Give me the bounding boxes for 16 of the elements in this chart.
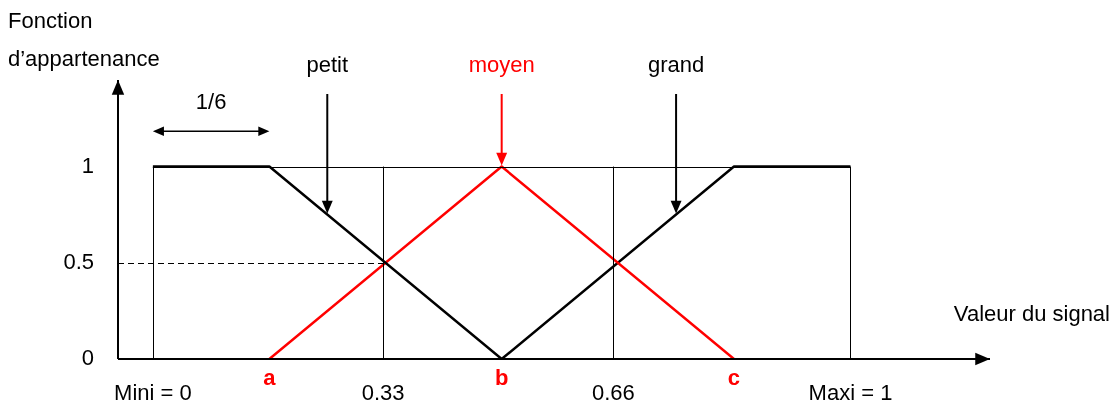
y-tick-label: 0 (81, 345, 94, 371)
annotation: b (494, 365, 509, 391)
y-axis-title: Fonction d’appartenance (8, 8, 160, 72)
text: moyen (468, 52, 535, 78)
annotation: a (263, 365, 277, 391)
annotation: c (727, 365, 741, 391)
text: grand (647, 52, 705, 78)
x-tick-label: Maxi = 1 (808, 380, 893, 406)
annotation: 1/6 (195, 89, 227, 115)
x-tick-label: 0.66 (591, 380, 635, 406)
x-axis-title: Valeur du signal (953, 301, 1110, 327)
text: petit (306, 52, 349, 78)
x-tick-label: 0.33 (361, 380, 405, 406)
x-tick-label: Mini = 0 (114, 380, 192, 406)
y-tick-label: 1 (81, 152, 94, 178)
y-tick-label: 0.5 (63, 248, 94, 274)
